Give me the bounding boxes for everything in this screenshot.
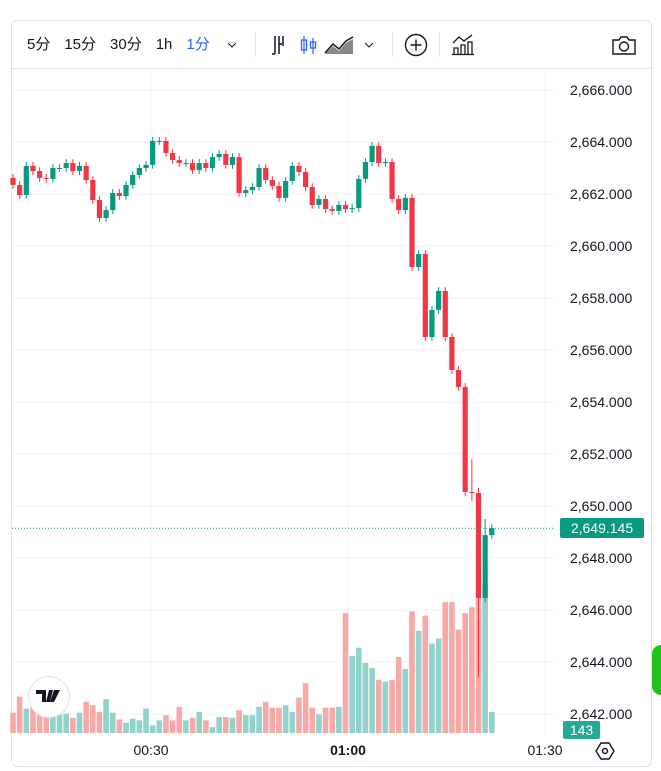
time-label-0130: 01:30 (527, 742, 563, 758)
divider (438, 32, 440, 57)
price-tick-label: 2,662.000 (570, 186, 633, 202)
interval-5m[interactable]: 5分 (27, 36, 51, 53)
interval-1m[interactable]: 1分 (186, 36, 210, 53)
time-label-0100: 01:00 (330, 742, 366, 758)
price-tick-label: 2,654.000 (570, 394, 633, 410)
add-indicator-plus-icon[interactable] (401, 30, 431, 60)
price-tick-label: 2,648.000 (570, 550, 633, 566)
price-tick-label: 2,646.000 (570, 602, 633, 618)
tradingview-logo[interactable] (28, 676, 70, 718)
price-tick-label: 2,656.000 (570, 342, 633, 358)
bar-chart-style-icon[interactable] (264, 30, 294, 60)
interval-1h[interactable]: 1h (155, 36, 173, 53)
price-tick-label: 2,652.000 (570, 446, 633, 462)
price-tick-label: 2,666.000 (570, 82, 633, 98)
toolbar: 5分 15分 30分 1h 1分 (12, 21, 651, 69)
interval-dropdown-chevron-icon[interactable] (217, 30, 247, 60)
chart-panel (11, 20, 652, 767)
price-tick-label: 2,650.000 (570, 498, 633, 514)
divider (391, 32, 393, 57)
chart-style-dropdown-chevron-icon[interactable] (354, 30, 384, 60)
price-tick-label: 2,644.000 (570, 654, 633, 670)
interval-15m[interactable]: 15分 (64, 36, 97, 53)
floating-action-button[interactable] (652, 645, 661, 695)
price-tick-label: 2,660.000 (570, 238, 633, 254)
interval-30m[interactable]: 30分 (110, 36, 142, 53)
divider (254, 32, 256, 57)
volume-label: 143 (563, 721, 600, 739)
screenshot-camera-icon[interactable] (609, 30, 639, 60)
price-tick-label: 2,658.000 (570, 290, 633, 306)
indicators-icon[interactable] (448, 30, 478, 60)
price-tick-label: 2,642.000 (570, 706, 633, 722)
chart-settings-icon[interactable] (594, 740, 616, 767)
price-tick-label: 2,664.000 (570, 134, 633, 150)
time-label-0030: 00:30 (133, 742, 169, 758)
area-chart-style-icon[interactable] (324, 30, 354, 60)
candle-chart-style-icon[interactable] (294, 30, 324, 60)
current-price-label: 2,649.145 (560, 518, 644, 539)
